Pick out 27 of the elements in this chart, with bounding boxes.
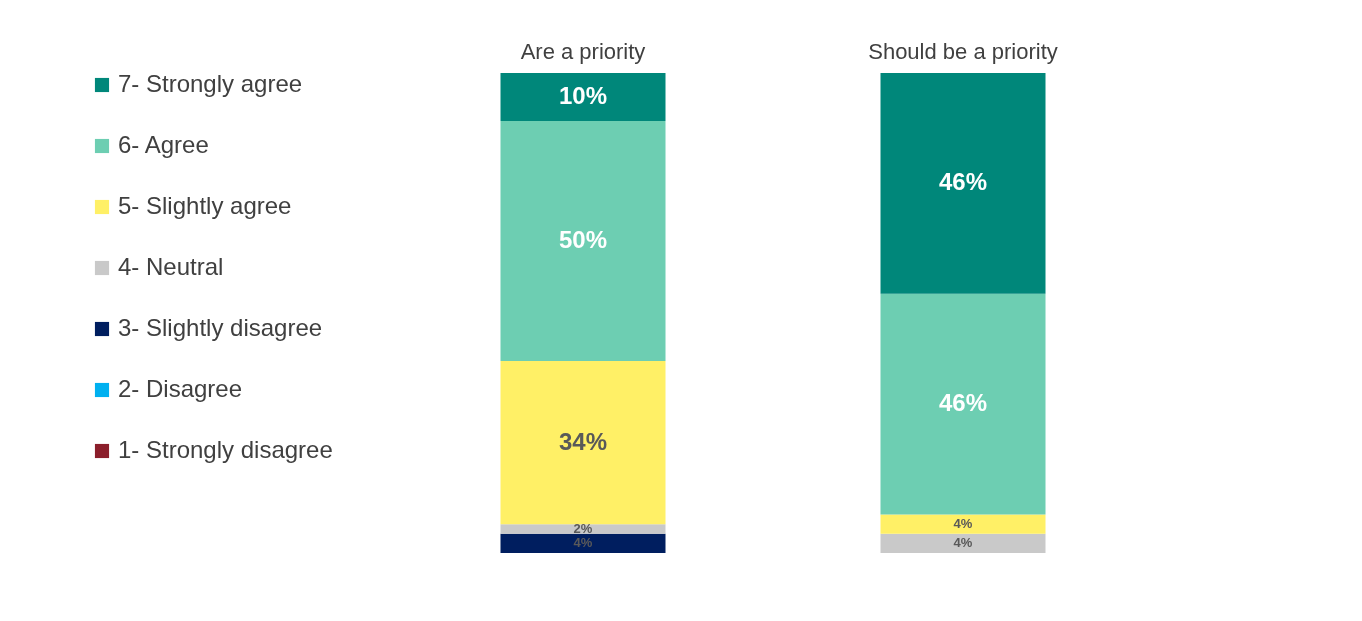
data-label: 46% [938,389,988,417]
bar [500,361,666,525]
legend-label: 5- Slightly agree [118,192,292,219]
bar [500,533,666,553]
bar [880,514,1046,534]
legend-label: 2- Disagree [118,375,243,402]
data-label: 46% [938,168,988,196]
legend-label: 3- Slightly disagree [118,314,323,341]
data-label: 34% [558,427,608,455]
bar [880,73,1046,294]
data-label: 4% [953,516,973,532]
bar [500,73,666,121]
data-label: 4% [573,535,593,551]
legend-label: 7- Strongly agree [118,70,303,97]
bar [500,121,666,361]
bar [880,533,1046,553]
x-tick-label: Should be a priority [868,38,1058,64]
data-label: 50% [558,226,608,253]
x-tick-label: Are a priority [520,38,646,64]
data-label: 2% [573,521,593,536]
legend-label: 1- Strongly disagree [118,436,333,463]
legend-label: 4- Neutral [118,253,224,280]
bar [880,293,1046,515]
legend-label: 6- Agree [118,131,209,158]
bar [500,524,666,534]
data-label: 10% [558,82,608,109]
data-label: 4% [953,535,973,551]
